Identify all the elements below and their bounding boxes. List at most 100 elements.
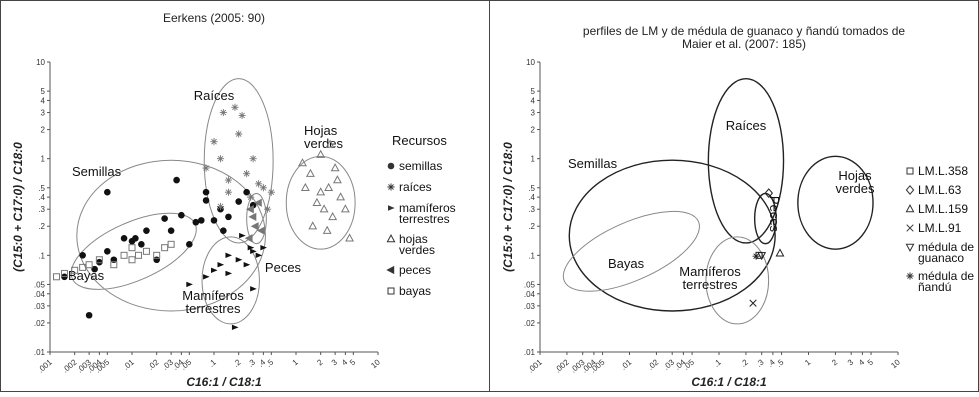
data-point-bayas [110, 261, 118, 269]
y-tick-label: .2 [528, 222, 535, 231]
legend-item-medula-de-guanaco: médula de guanaco [905, 240, 974, 265]
data-point-mamiferos-terrestres [247, 244, 255, 251]
x-tick-label: 3 [330, 357, 340, 367]
data-point-hojas-verdes [298, 158, 307, 167]
x-tick-label: 4 [857, 357, 867, 367]
y-tick-label: 3 [41, 109, 46, 118]
data-point-semillas [192, 218, 200, 226]
region-raices-label: Raíces [194, 88, 235, 103]
x-tick-label: 4 [340, 357, 350, 367]
region-semillas-ellipse [568, 159, 776, 312]
legend-label: semillas [399, 159, 442, 173]
series-bayas [52, 240, 175, 281]
data-point-semillas [173, 176, 180, 184]
data-point-mamiferos-terrestres [217, 262, 225, 268]
legend-label: raíces [399, 180, 432, 194]
legend-label-line: mamíferos [399, 201, 456, 215]
y-tick-label: 4 [531, 96, 536, 105]
y-tick-label: .02 [524, 319, 536, 328]
x-tick-label: .1 [712, 357, 723, 369]
y-tick-label: 10 [36, 58, 45, 67]
region-peces-label: Peces [265, 260, 302, 275]
data-point-hojas-verdes [316, 187, 326, 196]
series-raices [202, 103, 275, 213]
legend-label-line: hojas [399, 232, 428, 246]
data-point-mamiferos-terrestres [203, 274, 210, 280]
y-tick-label: .02 [34, 319, 46, 328]
x-tick-label: 1 [803, 357, 813, 367]
legend-item-hojas-verdes: hojas verdes [386, 232, 435, 257]
data-point-hojas-verdes [316, 149, 326, 158]
data-point-lm-l-63 [764, 188, 774, 199]
region-bayas-label: Bayas [608, 256, 645, 271]
data-point-bayas [142, 247, 150, 255]
y-tick-label: .1 [38, 251, 45, 260]
x-tick-label: 3 [846, 357, 856, 367]
y-tick-label: .03 [34, 302, 46, 311]
data-point-semillas [167, 227, 175, 234]
data-point-hojas-verdes [332, 175, 342, 184]
y-tick-label: .3 [38, 205, 45, 214]
region-label-line: Hojas [838, 168, 872, 183]
data-point-mamiferos-terrestres [250, 286, 257, 292]
data-point-hojas-verdes [330, 163, 340, 172]
x-axis-label: C16:1 / C18:1 [691, 375, 767, 389]
y-tick-label: .01 [524, 348, 536, 357]
y-axis-label: (C15:0 + C17:0) / C18:0 [501, 142, 515, 272]
x-tick-label: 5 [348, 357, 358, 367]
data-point-bayas [167, 240, 175, 248]
chart-title: Eerkens (2005: 90) [163, 11, 265, 25]
y-tick-label: 1 [41, 155, 46, 164]
x-tick-label: 5 [866, 357, 876, 367]
legend-label: hojas verdes [399, 232, 435, 257]
legend-marker-raices [387, 183, 395, 191]
legend-label-line: terrestres [399, 212, 450, 226]
region-mamiferos-terrestres-ellipse [705, 236, 770, 325]
legend-label-line: verdes [399, 243, 435, 257]
data-point-peces [250, 222, 259, 231]
y-tick-label: .1 [528, 251, 535, 260]
data-point-bayas [52, 273, 60, 281]
data-point-medula-de-guanaco [757, 252, 767, 261]
data-point-semillas [186, 241, 193, 248]
data-point-semillas [220, 227, 227, 234]
legend-label: médula de guanaco [918, 240, 974, 265]
data-point-raices [247, 193, 255, 201]
region-semillas-label: Semillas [72, 164, 122, 179]
legend-marker-lm-l-91 [906, 224, 914, 232]
legend-label: peces [399, 263, 431, 277]
y-tick-label: 5 [531, 87, 536, 96]
region-bayas-ellipse [562, 210, 700, 292]
data-point-lm-l-91 [749, 299, 757, 307]
data-point-hojas-verdes [319, 204, 329, 213]
data-point-semillas [104, 188, 111, 196]
legend-label-line: médula de [918, 269, 974, 283]
legend-label: médula de ñandú [918, 269, 974, 294]
data-point-semillas [235, 198, 242, 205]
y-tick-label: .05 [34, 280, 46, 289]
legend-item-raices: raíces [387, 180, 432, 194]
legend-marker-mamiferos-terrestres [388, 205, 395, 211]
data-point-semillas [79, 252, 86, 259]
legend-label: LM.L.91 [918, 221, 962, 235]
legend-marker-lm-l-63 [905, 185, 915, 195]
y-tick-label: .04 [524, 290, 536, 299]
y-tick-label: 1 [531, 155, 536, 164]
data-point-mamiferos-terrestres [186, 281, 193, 288]
data-point-mamiferos-terrestres [225, 252, 233, 259]
data-point-hojas-verdes [345, 233, 355, 242]
region-label-line: Mamíferos [679, 264, 741, 279]
data-point-raices [224, 176, 233, 184]
y-tick-label: .4 [528, 193, 535, 202]
data-point-raices [216, 155, 225, 163]
region-label-line: Hojas [304, 123, 338, 138]
y-tick-label: .05 [524, 280, 536, 289]
title-line-1: perfiles de LM y de médula de guanaco y … [583, 24, 906, 38]
data-point-semillas [96, 258, 103, 266]
region-mamiferos-terrestres-ellipse [201, 236, 260, 325]
y-tick-label: .04 [34, 290, 46, 299]
region-semillas-ellipse [76, 159, 266, 312]
x-tick-label: .3 [755, 357, 766, 369]
series-lm-l-63 [764, 188, 774, 199]
